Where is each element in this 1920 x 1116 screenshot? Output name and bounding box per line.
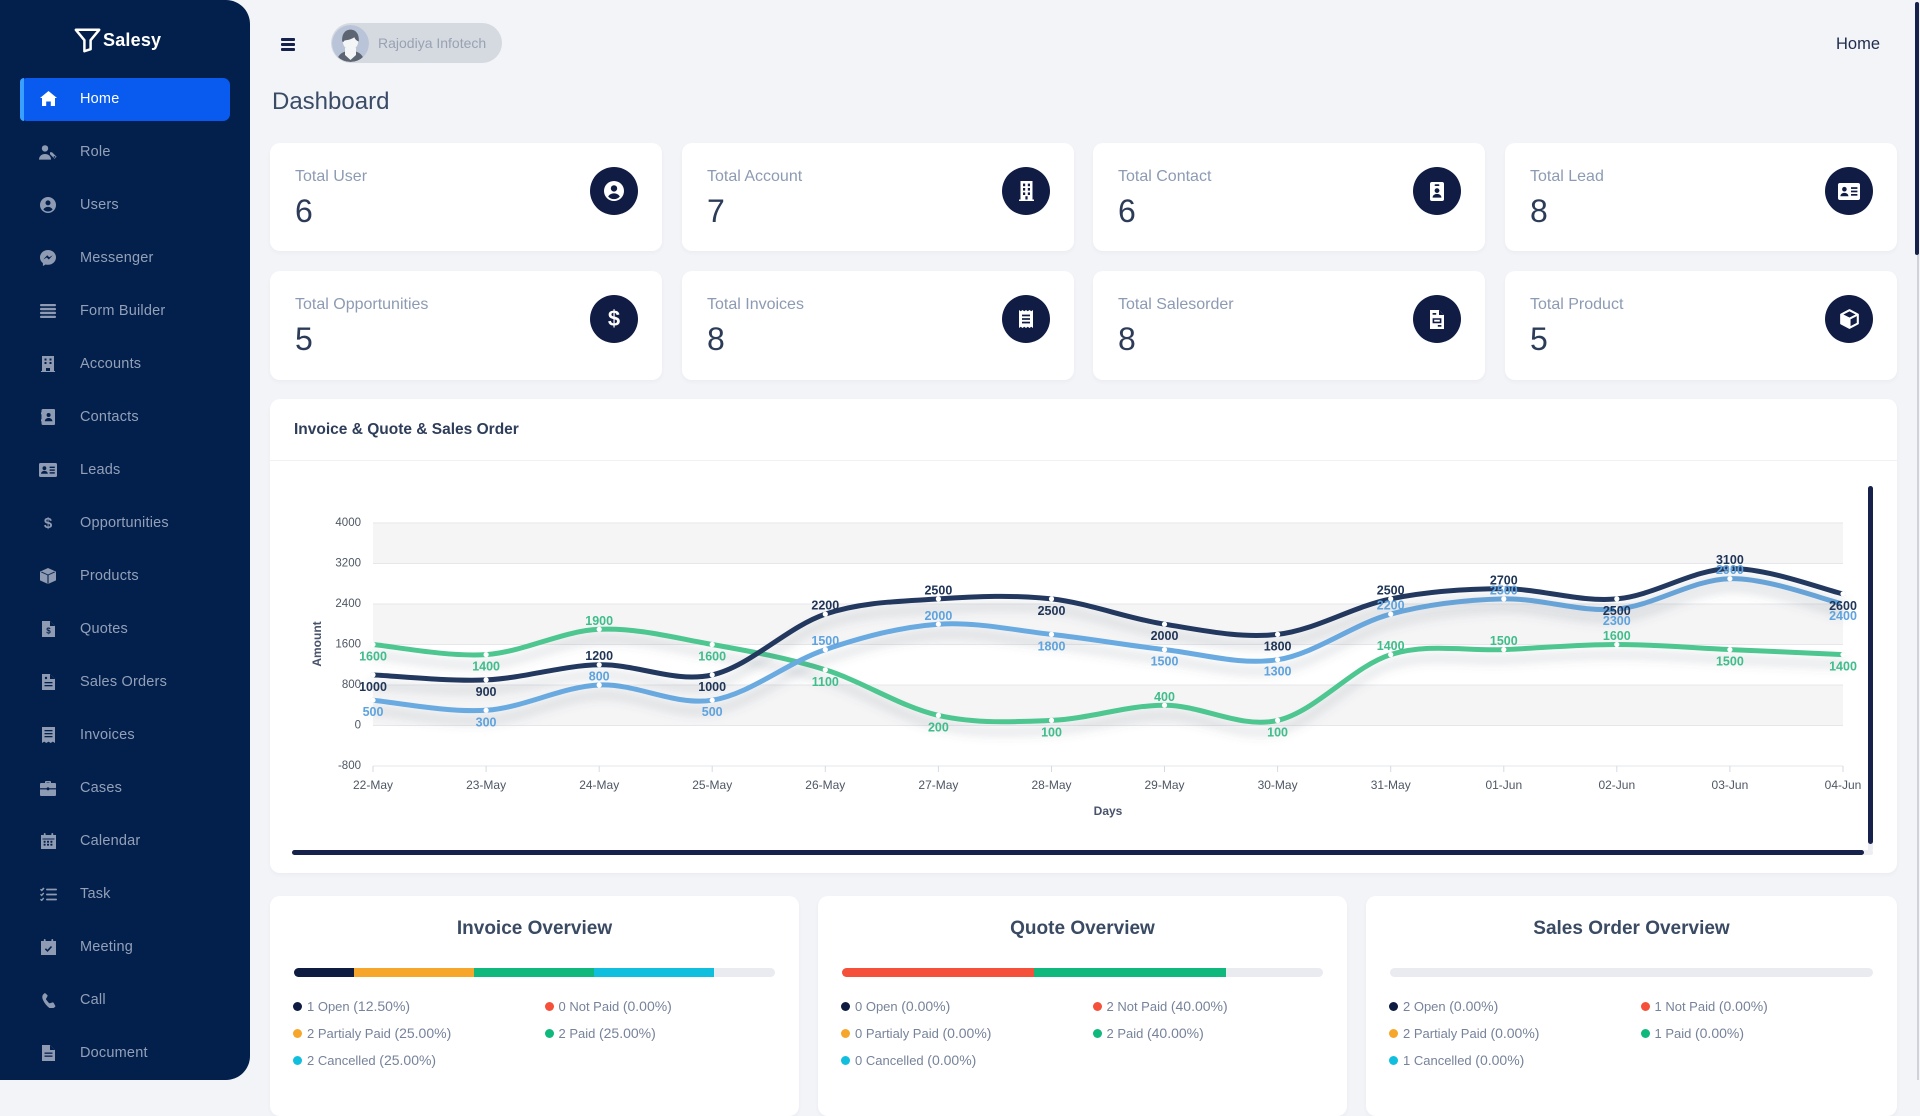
svg-text:1800: 1800 xyxy=(1264,639,1292,653)
svg-text:1400: 1400 xyxy=(472,660,500,674)
svg-text:1900: 1900 xyxy=(585,614,613,628)
svg-text:28-May: 28-May xyxy=(1031,778,1071,792)
svg-text:27-May: 27-May xyxy=(918,778,958,792)
svg-text:2500: 2500 xyxy=(924,583,952,597)
svg-text:3200: 3200 xyxy=(335,558,361,570)
svg-text:200: 200 xyxy=(928,720,949,734)
svg-text:31-May: 31-May xyxy=(1371,778,1411,792)
svg-text:2700: 2700 xyxy=(1490,573,1518,587)
svg-text:23-May: 23-May xyxy=(466,778,506,792)
svg-text:3100: 3100 xyxy=(1716,553,1744,567)
svg-text:04-Jun: 04-Jun xyxy=(1825,778,1862,792)
svg-text:1300: 1300 xyxy=(1264,665,1292,679)
svg-text:900: 900 xyxy=(476,685,497,699)
svg-text:500: 500 xyxy=(702,705,723,719)
svg-text:100: 100 xyxy=(1267,725,1288,739)
svg-text:1400: 1400 xyxy=(1829,660,1857,674)
svg-text:29-May: 29-May xyxy=(1144,778,1184,792)
svg-text:1000: 1000 xyxy=(359,680,387,694)
svg-text:1600: 1600 xyxy=(1603,629,1631,643)
svg-text:1800: 1800 xyxy=(1038,639,1066,653)
svg-text:01-Jun: 01-Jun xyxy=(1485,778,1522,792)
svg-text:1500: 1500 xyxy=(1490,634,1518,648)
svg-text:24-May: 24-May xyxy=(579,778,619,792)
svg-text:2000: 2000 xyxy=(1151,629,1179,643)
svg-text:1600: 1600 xyxy=(335,639,361,651)
svg-text:0: 0 xyxy=(355,720,361,732)
svg-text:800: 800 xyxy=(589,670,610,684)
svg-text:2300: 2300 xyxy=(1603,614,1631,628)
svg-text:1500: 1500 xyxy=(1716,655,1744,669)
svg-text:1600: 1600 xyxy=(698,650,726,664)
svg-text:2400: 2400 xyxy=(335,598,361,610)
svg-text:-800: -800 xyxy=(338,760,361,772)
svg-text:2500: 2500 xyxy=(1377,583,1405,597)
svg-text:2200: 2200 xyxy=(1377,599,1405,613)
svg-text:400: 400 xyxy=(1154,690,1175,704)
svg-text:2500: 2500 xyxy=(1490,583,1518,597)
svg-text:1400: 1400 xyxy=(1377,639,1405,653)
svg-text:1600: 1600 xyxy=(359,650,387,664)
svg-text:$: $ xyxy=(46,627,51,636)
svg-text:25-May: 25-May xyxy=(692,778,732,792)
svg-text:500: 500 xyxy=(363,705,384,719)
svg-text:1000: 1000 xyxy=(698,680,726,694)
svg-text:1200: 1200 xyxy=(585,649,613,663)
svg-text:26-May: 26-May xyxy=(805,778,845,792)
svg-text:2600: 2600 xyxy=(1829,599,1857,613)
svg-text:2900: 2900 xyxy=(1716,563,1744,577)
svg-text:1100: 1100 xyxy=(812,675,839,689)
svg-text:2400: 2400 xyxy=(1829,609,1857,623)
svg-text:1500: 1500 xyxy=(1151,655,1179,669)
svg-text:100: 100 xyxy=(1041,725,1062,739)
svg-text:2500: 2500 xyxy=(1603,604,1631,618)
svg-text:2000: 2000 xyxy=(924,609,952,623)
svg-text:800: 800 xyxy=(342,679,361,691)
svg-text:300: 300 xyxy=(476,715,497,729)
svg-text:2500: 2500 xyxy=(1038,604,1066,618)
svg-text:Days: Days xyxy=(1094,804,1123,818)
svg-text:22-May: 22-May xyxy=(353,778,393,792)
svg-text:4000: 4000 xyxy=(335,517,361,529)
svg-text:03-Jun: 03-Jun xyxy=(1712,778,1749,792)
svg-text:1500: 1500 xyxy=(811,634,839,648)
svg-text:Amount: Amount xyxy=(310,621,324,666)
svg-text:02-Jun: 02-Jun xyxy=(1598,778,1635,792)
svg-text:2200: 2200 xyxy=(811,599,839,613)
svg-text:30-May: 30-May xyxy=(1258,778,1298,792)
